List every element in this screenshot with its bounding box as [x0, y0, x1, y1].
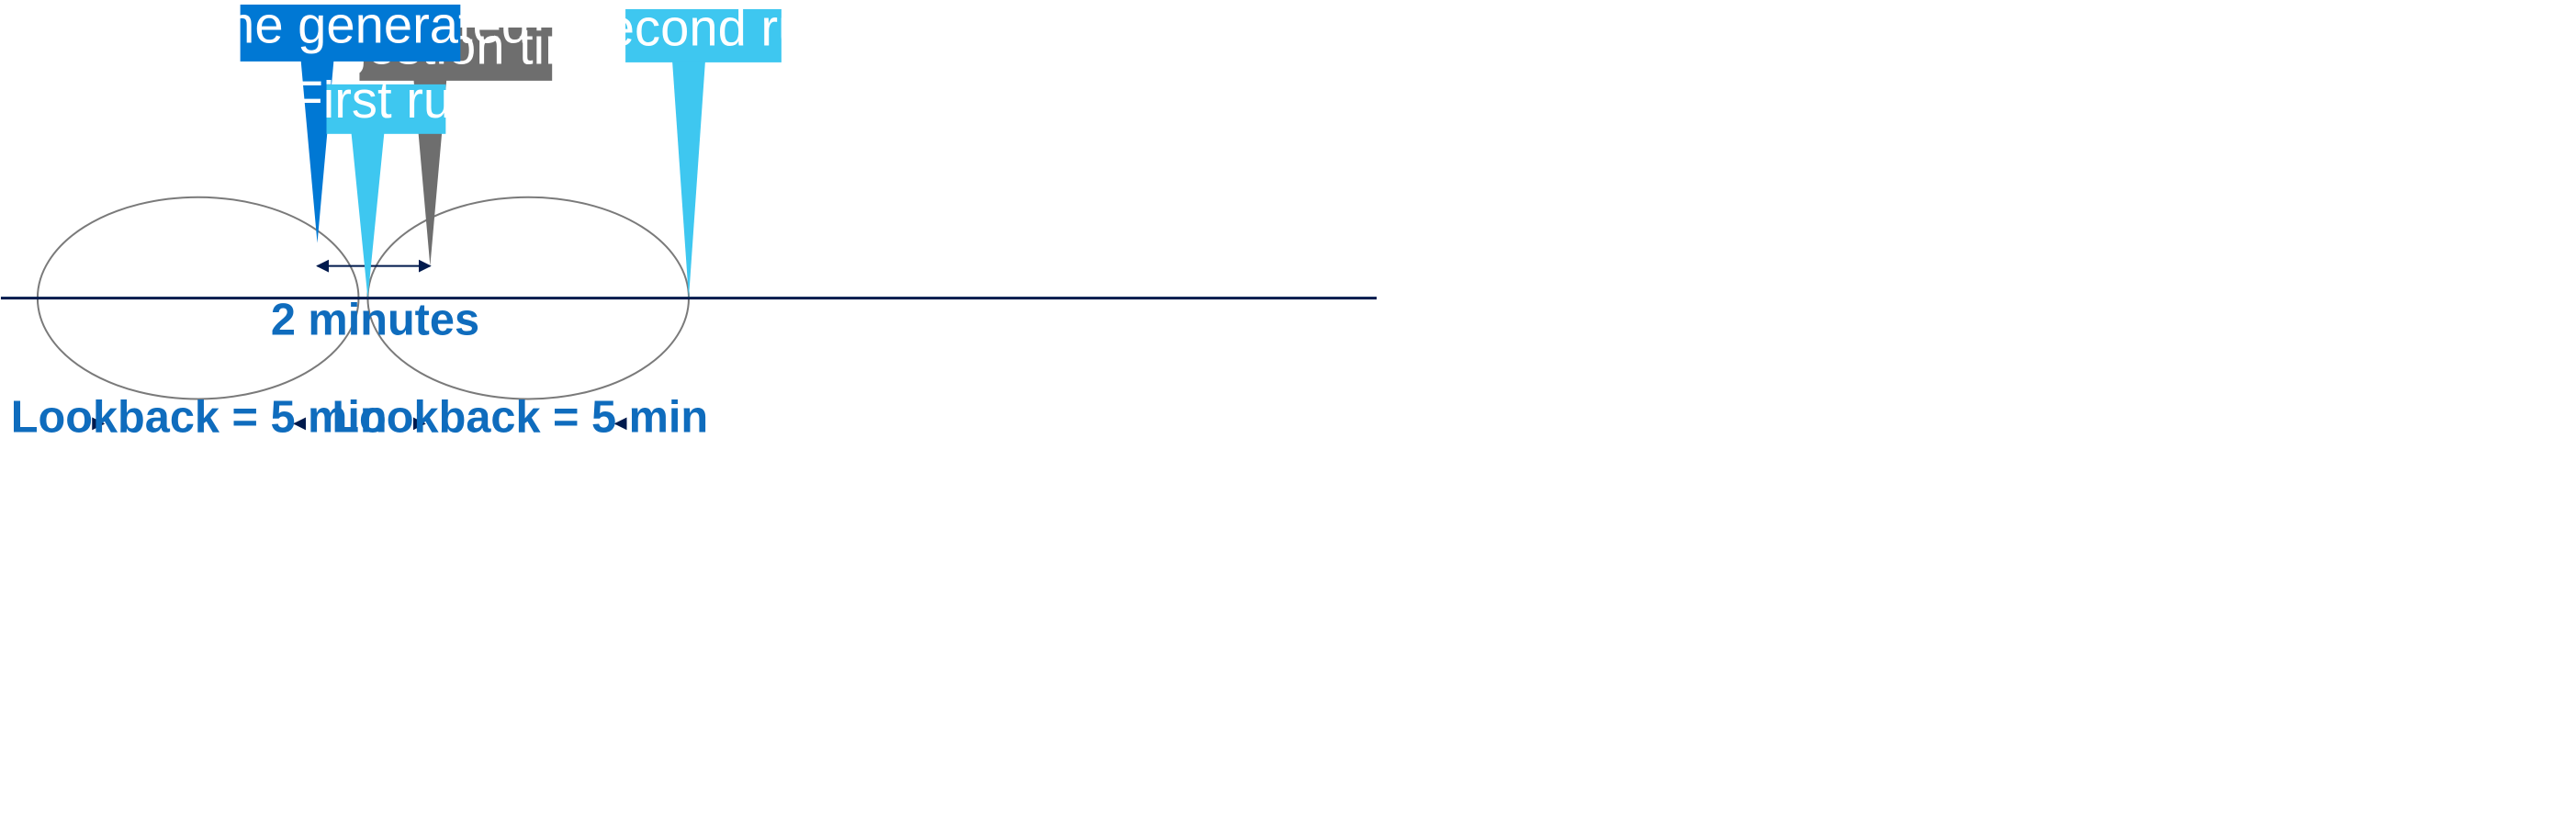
first_run-callout-label: First run [291, 71, 480, 129]
time_generated-callout-label: Time generated [171, 0, 530, 53]
two-minute-label: 2 minutes [271, 296, 479, 345]
lookback-label-left: Lookback = 5 min [11, 392, 388, 442]
lookback-label-right: Lookback = 5 min [332, 392, 708, 442]
second_run-callout-label: Second run [571, 0, 835, 56]
